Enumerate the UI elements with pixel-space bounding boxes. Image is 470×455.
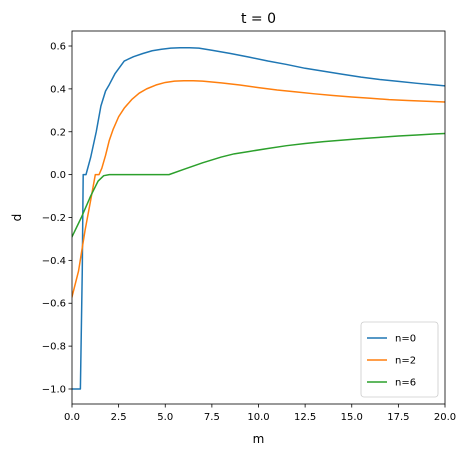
x-tick-label: 0.0 xyxy=(64,412,80,423)
y-tick-label: −0.6 xyxy=(42,299,66,310)
y-tick-label: 0.0 xyxy=(50,170,66,181)
legend: n=0 n=2 n=6 xyxy=(360,321,439,398)
x-tick-label: 2.5 xyxy=(111,412,127,423)
x-tick-label: 12.5 xyxy=(294,412,316,423)
x-tick-label: 10.0 xyxy=(247,412,269,423)
x-tick-label: 15.0 xyxy=(341,412,363,423)
y-tick-label: −0.8 xyxy=(42,342,66,353)
y-tick-label: −1.0 xyxy=(42,384,66,395)
legend-box xyxy=(360,321,439,398)
legend-label: n=6 xyxy=(395,378,416,389)
y-axis-label: d xyxy=(10,214,24,222)
series-layer xyxy=(72,46,445,390)
x-tick-label: 20.0 xyxy=(434,412,456,423)
x-tick-label: 5.0 xyxy=(157,412,173,423)
y-tick-label: 0.4 xyxy=(50,84,66,95)
series-line-n=6 xyxy=(72,132,445,238)
x-tick-label: 17.5 xyxy=(387,412,409,423)
legend-label: n=0 xyxy=(395,334,416,345)
y-tick-label: 0.6 xyxy=(50,42,66,53)
series-line-n=0 xyxy=(72,46,445,390)
series-line-n=2 xyxy=(72,79,445,298)
x-axis-label: m xyxy=(253,432,265,446)
x-tick-label: 7.5 xyxy=(204,412,220,423)
legend-label: n=2 xyxy=(395,356,416,367)
y-axis-ticks: −1.0 −0.8 −0.6 −0.4 −0.2 0.0 0.2 0.4 0.6 xyxy=(42,42,72,395)
plot-area xyxy=(71,30,446,405)
chart-title: t = 0 xyxy=(241,11,276,27)
y-tick-label: −0.4 xyxy=(42,256,66,267)
y-tick-label: −0.2 xyxy=(42,213,66,224)
x-axis-ticks: 0.0 2.5 5.0 7.5 10.0 12.5 15.0 17.5 20.0 xyxy=(64,404,456,423)
y-tick-label: 0.2 xyxy=(50,127,66,138)
